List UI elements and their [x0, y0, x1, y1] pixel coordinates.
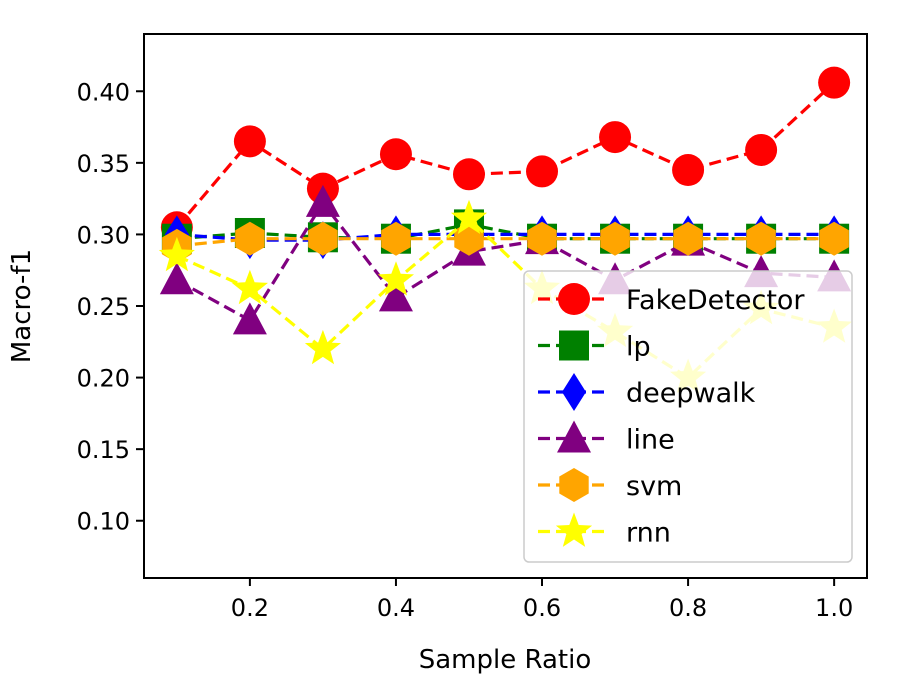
- y-tick-label: 0.40: [77, 78, 130, 106]
- series-svm: [162, 221, 849, 263]
- data-point: [381, 221, 411, 256]
- data-point: [599, 121, 632, 154]
- data-point: [527, 221, 557, 256]
- legend-item-rnn: rnn: [538, 512, 671, 549]
- legend-label: line: [626, 425, 675, 456]
- legend-label: rnn: [626, 518, 671, 549]
- y-tick-label: 0.25: [77, 293, 130, 321]
- series-lp: [161, 209, 850, 254]
- data-point: [305, 184, 340, 217]
- x-tick-label: 0.8: [669, 594, 707, 622]
- data-point: [746, 221, 776, 256]
- legend-marker: [558, 283, 590, 315]
- data-point: [231, 269, 268, 305]
- data-point: [819, 221, 849, 256]
- data-point: [159, 262, 194, 295]
- y-tick-label: 0.20: [77, 365, 130, 393]
- legend-item-fakedetector: FakeDetector: [538, 283, 805, 316]
- data-point: [232, 302, 267, 335]
- y-tick-label: 0.10: [77, 508, 130, 536]
- data-point: [379, 138, 412, 171]
- legend-marker: [559, 468, 589, 502]
- data-point: [308, 221, 338, 256]
- data-point: [304, 329, 341, 365]
- legend-marker: [562, 373, 586, 411]
- data-point: [818, 66, 851, 99]
- y-axis-ticks: 0.10 0.15 0.20 0.25 0.30 0.35 0.40: [77, 78, 144, 536]
- data-point: [158, 236, 195, 272]
- data-point: [526, 155, 559, 188]
- legend-label: svm: [626, 471, 682, 502]
- x-axis-label: Sample Ratio: [419, 645, 592, 675]
- legend-marker: [557, 420, 591, 453]
- legend-item-line: line: [538, 420, 675, 456]
- data-point: [673, 221, 703, 256]
- legend-label: FakeDetector: [626, 285, 805, 316]
- x-tick-label: 0.4: [377, 594, 415, 622]
- data-point: [235, 221, 265, 256]
- legend: FakeDetector lp deepwalk line svm rnn: [523, 270, 853, 563]
- data-point: [452, 158, 485, 191]
- y-axis-label: Macro-f1: [7, 249, 37, 363]
- legend-label: lp: [626, 332, 651, 363]
- legend-marker: [559, 330, 589, 361]
- data-point: [377, 261, 414, 296]
- data-point: [450, 199, 488, 234]
- data-point: [745, 133, 778, 166]
- series-line: [176, 222, 835, 241]
- x-tick-label: 0.2: [231, 594, 269, 622]
- data-point: [600, 221, 630, 256]
- legend-marker: [555, 512, 593, 547]
- series-line: [176, 237, 835, 248]
- x-tick-label: 1.0: [815, 594, 853, 622]
- data-point: [233, 125, 266, 158]
- y-tick-label: 0.35: [77, 150, 130, 178]
- y-tick-label: 0.30: [77, 221, 130, 249]
- legend-box: [523, 270, 853, 563]
- data-point: [378, 279, 413, 312]
- x-axis-ticks: 0.2 0.4 0.6 0.8 1.0: [231, 578, 853, 622]
- x-tick-label: 0.6: [523, 594, 561, 622]
- legend-item-deepwalk: deepwalk: [538, 373, 756, 411]
- y-tick-label: 0.15: [77, 436, 130, 464]
- legend-label: deepwalk: [626, 378, 756, 409]
- series-line: [175, 81, 836, 229]
- legend-item-svm: svm: [538, 468, 682, 502]
- series-fakedetector: [160, 66, 851, 244]
- legend-item-lp: lp: [538, 330, 651, 363]
- series-line: [176, 200, 835, 323]
- data-point: [672, 154, 705, 186]
